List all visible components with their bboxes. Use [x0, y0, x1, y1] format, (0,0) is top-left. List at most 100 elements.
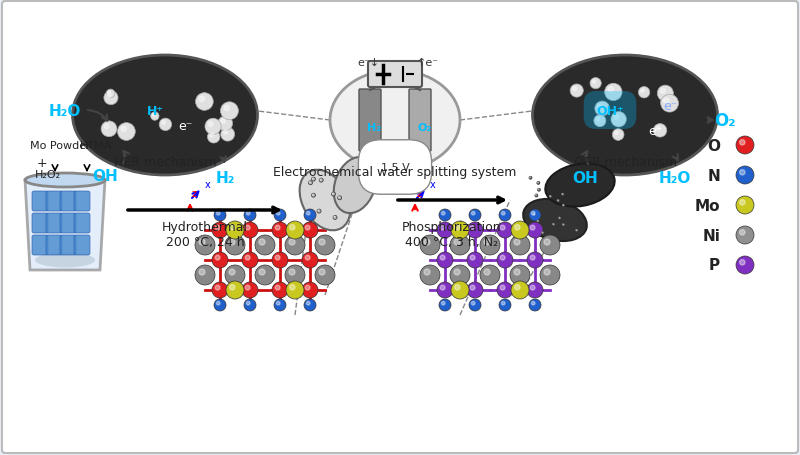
Circle shape	[274, 299, 286, 311]
Text: OH⁺: OH⁺	[596, 104, 624, 117]
Circle shape	[592, 81, 596, 84]
Circle shape	[195, 265, 215, 285]
Circle shape	[440, 256, 445, 260]
Circle shape	[529, 210, 541, 222]
Circle shape	[331, 192, 335, 197]
Circle shape	[272, 283, 288, 298]
Circle shape	[540, 236, 560, 255]
Circle shape	[654, 124, 666, 138]
Circle shape	[306, 226, 310, 231]
Circle shape	[199, 239, 205, 245]
Circle shape	[559, 218, 560, 219]
Text: ↑e⁻: ↑e⁻	[417, 58, 439, 68]
Circle shape	[275, 256, 280, 260]
Circle shape	[246, 256, 250, 260]
Circle shape	[418, 149, 428, 159]
Text: 200 °C, 24 h: 200 °C, 24 h	[166, 236, 244, 248]
Text: e⁻: e⁻	[178, 119, 192, 132]
Circle shape	[121, 127, 126, 132]
Circle shape	[242, 222, 258, 238]
Circle shape	[451, 222, 469, 239]
Circle shape	[662, 100, 665, 102]
Circle shape	[216, 302, 220, 305]
Text: O₂: O₂	[417, 123, 431, 133]
Circle shape	[306, 302, 310, 305]
Circle shape	[420, 236, 440, 255]
Circle shape	[614, 132, 618, 135]
Circle shape	[424, 239, 430, 245]
Text: Phosphorization: Phosphorization	[402, 221, 502, 233]
Text: H₂: H₂	[367, 123, 381, 133]
Circle shape	[576, 230, 577, 231]
Circle shape	[538, 189, 541, 192]
Circle shape	[304, 210, 316, 222]
Circle shape	[499, 210, 511, 222]
Circle shape	[500, 286, 505, 290]
Circle shape	[420, 265, 440, 285]
Circle shape	[242, 283, 258, 298]
FancyBboxPatch shape	[32, 236, 48, 255]
Circle shape	[372, 149, 382, 159]
Circle shape	[286, 281, 304, 299]
Text: e⁻: e⁻	[663, 99, 677, 112]
Circle shape	[538, 189, 539, 190]
Circle shape	[511, 222, 529, 239]
Circle shape	[514, 269, 520, 275]
Circle shape	[218, 117, 233, 131]
Circle shape	[289, 269, 295, 275]
Text: Mo: Mo	[694, 198, 720, 213]
Circle shape	[533, 214, 536, 217]
Text: Hydrothermal: Hydrothermal	[162, 221, 248, 233]
Circle shape	[552, 223, 555, 227]
Circle shape	[378, 159, 381, 162]
Circle shape	[246, 226, 250, 231]
Circle shape	[736, 167, 754, 185]
Circle shape	[150, 112, 159, 121]
Circle shape	[312, 195, 314, 196]
Circle shape	[159, 119, 172, 131]
Circle shape	[605, 84, 622, 101]
FancyBboxPatch shape	[60, 192, 76, 212]
Circle shape	[736, 136, 754, 155]
Circle shape	[562, 193, 564, 197]
Circle shape	[537, 220, 540, 223]
Circle shape	[439, 299, 451, 311]
Text: OH: OH	[572, 170, 598, 185]
Circle shape	[573, 87, 577, 91]
Circle shape	[529, 299, 541, 311]
Circle shape	[416, 159, 419, 162]
Circle shape	[530, 226, 535, 231]
Circle shape	[544, 239, 550, 245]
FancyBboxPatch shape	[60, 213, 76, 233]
Circle shape	[562, 194, 563, 195]
Text: P: P	[709, 258, 720, 273]
Circle shape	[212, 253, 228, 268]
Circle shape	[535, 195, 536, 196]
Circle shape	[285, 236, 305, 255]
Circle shape	[440, 226, 445, 231]
Circle shape	[596, 118, 600, 121]
Circle shape	[418, 155, 421, 157]
FancyBboxPatch shape	[32, 213, 48, 233]
Circle shape	[221, 120, 226, 124]
Text: +: +	[37, 156, 48, 169]
Circle shape	[442, 302, 445, 305]
Circle shape	[214, 299, 226, 311]
Circle shape	[437, 222, 453, 238]
Circle shape	[412, 161, 422, 171]
Circle shape	[317, 210, 321, 214]
FancyBboxPatch shape	[46, 192, 62, 212]
Ellipse shape	[546, 164, 614, 207]
Text: H₂: H₂	[215, 170, 234, 185]
Text: Ni: Ni	[702, 228, 720, 243]
Circle shape	[557, 200, 560, 203]
Circle shape	[467, 283, 483, 298]
Circle shape	[199, 269, 205, 275]
Text: H₂O: H₂O	[659, 170, 691, 185]
Circle shape	[450, 265, 470, 285]
Circle shape	[470, 256, 475, 260]
Text: e⁻↓: e⁻↓	[357, 58, 379, 68]
Circle shape	[205, 119, 221, 135]
Text: Electrochemical water splitting system: Electrochemical water splitting system	[274, 166, 517, 179]
Circle shape	[469, 299, 481, 311]
